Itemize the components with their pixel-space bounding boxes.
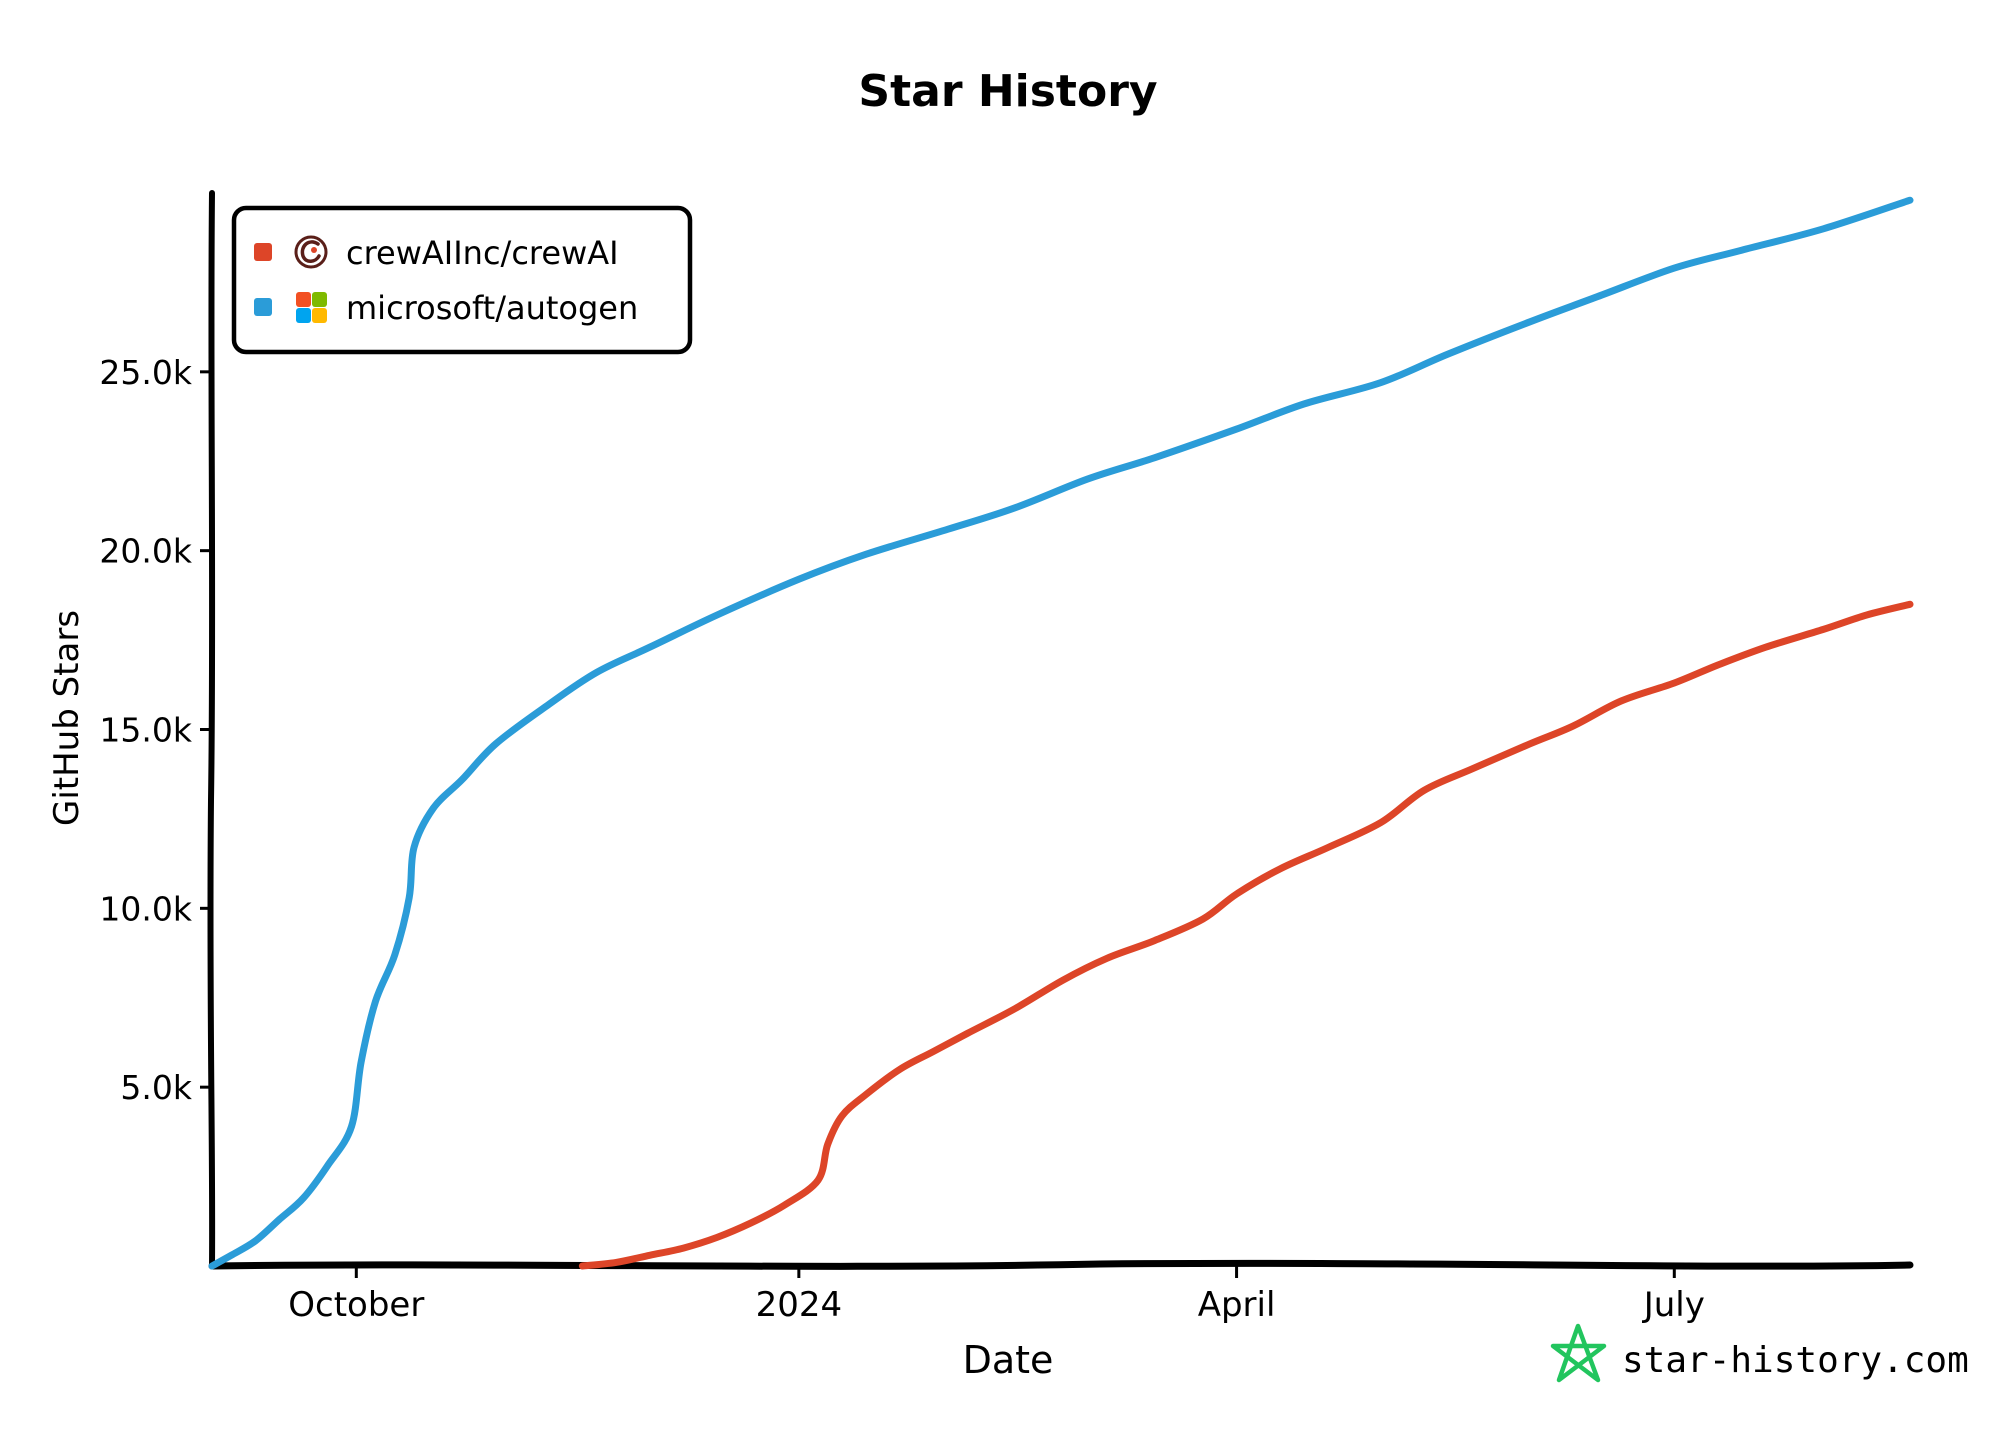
crewai-logo-icon <box>294 235 328 269</box>
legend-item-autogen: microsoft/autogen <box>254 289 638 327</box>
legend-item-crewai: crewAIInc/crewAI <box>254 234 619 272</box>
y-tick-label: 5.0k <box>120 1068 192 1107</box>
legend-label-crewai: crewAIInc/crewAI <box>346 234 619 272</box>
chart-title: Star History <box>858 66 1157 117</box>
y-tick-label: 20.0k <box>99 532 192 571</box>
x-axis-line <box>208 1259 1914 1270</box>
legend-swatch-crewai <box>254 243 272 261</box>
y-axis-line <box>207 190 216 1269</box>
x-tick-label: April <box>1198 1285 1276 1325</box>
y-axis-label: GitHub Stars <box>47 610 87 826</box>
y-tick-label: 25.0k <box>99 353 192 392</box>
x-tick-label: 2024 <box>756 1285 843 1325</box>
microsoft-logo-icon <box>296 292 327 323</box>
star-history-logo-icon <box>1550 1323 1607 1383</box>
x-tick-label: July <box>1642 1285 1705 1325</box>
x-axis-label: Date <box>963 1338 1054 1382</box>
legend-swatch-autogen <box>254 298 272 316</box>
legend-box <box>231 205 693 355</box>
y-tick-label: 15.0k <box>99 711 192 750</box>
watermark-text: star-history.com <box>1622 1340 1969 1381</box>
legend: crewAIInc/crewAI microsoft/autogen <box>231 205 693 355</box>
watermark: star-history.com <box>1550 1323 1969 1383</box>
series-line-crewai <box>578 600 1914 1270</box>
x-tick-label: October <box>288 1285 424 1325</box>
series-line-autogen <box>208 196 1914 1270</box>
y-tick-label: 10.0k <box>99 889 192 928</box>
legend-label-autogen: microsoft/autogen <box>346 289 638 327</box>
